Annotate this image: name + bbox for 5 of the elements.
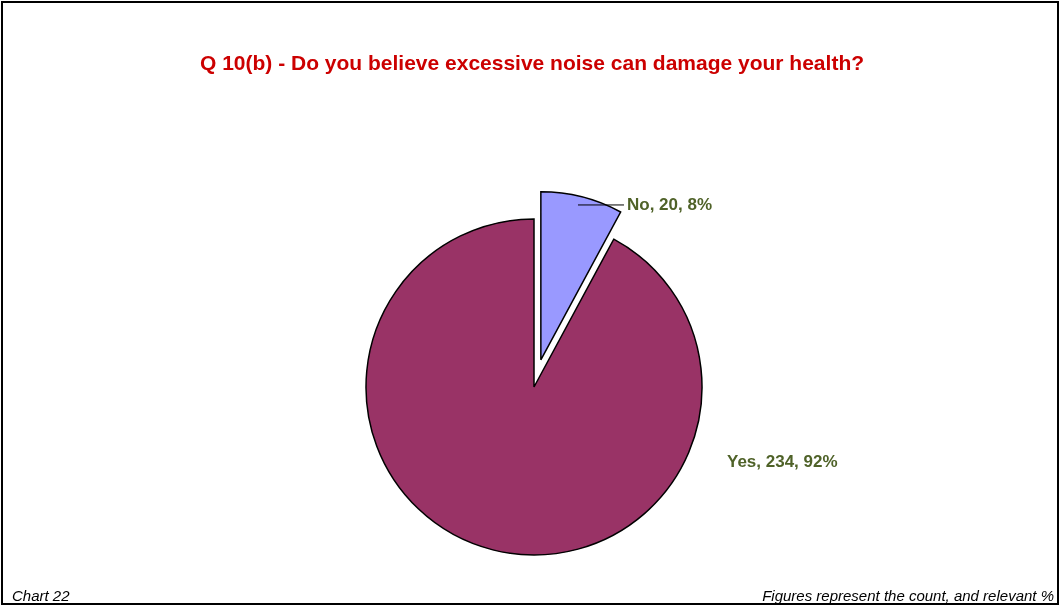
slice-label: No, 20, 8% (626, 194, 713, 214)
text: Figures represent the count, and relevant % (762, 587, 1054, 604)
chart-title: Q 10(b) - Do you believe excessive noise can damage your health? (199, 51, 865, 74)
caption: Chart 22 (12, 587, 71, 604)
slice-label: Yes, 234, 92% (727, 452, 838, 471)
